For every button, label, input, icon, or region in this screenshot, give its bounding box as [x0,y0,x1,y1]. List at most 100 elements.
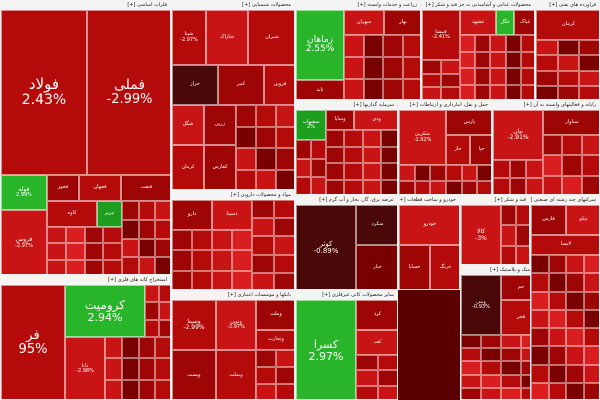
small-stock-tile[interactable] [155,219,170,239]
small-stock-tile[interactable] [583,382,599,399]
small-stock-tile[interactable] [252,254,274,273]
stock-tile[interactable]: کرد [356,300,397,330]
small-stock-tile[interactable] [566,291,584,310]
sector-lot12[interactable]: خودرو و ساخت قطعات [+] خودرو خساپا خرنگ [398,195,460,290]
small-stock-tile[interactable] [422,73,441,88]
small-stock-tile[interactable] [274,236,294,255]
small-stock-tile[interactable] [383,57,403,79]
sector-header[interactable]: سایر محصولات کانی غیرفلزی [+] [296,291,397,300]
small-stock-tile[interactable] [548,382,566,399]
sector-lot9[interactable]: سایر محصولات کانی غیرفلزی [+] کسرا 2.97% کر… [295,290,398,400]
small-stock-tile[interactable] [311,177,326,194]
small-stock-tile[interactable] [212,230,232,251]
stock-tile[interactable]: کفارس [204,145,236,189]
small-stock-tile[interactable] [566,382,584,399]
small-stock-tile[interactable] [212,250,232,271]
stock-tile[interactable]: وپست [172,350,216,399]
small-stock-tile[interactable] [274,218,294,237]
small-stock-tile[interactable] [256,148,276,170]
stock-tile[interactable]: نیان -2.91% [493,110,543,160]
small-stock-tile[interactable] [122,201,139,220]
small-stock-tile[interactable] [446,165,462,181]
small-stock-tile[interactable] [461,361,481,375]
small-stock-tile[interactable] [562,155,582,176]
stock-tile[interactable]: ودی [354,110,397,130]
small-stock-tile[interactable] [383,35,403,57]
stock-tile[interactable]: جپا [470,135,491,165]
stock-tile[interactable]: لابسا [531,235,599,255]
small-stock-tile[interactable] [296,177,311,194]
small-stock-tile[interactable] [460,51,476,68]
stock-tile[interactable]: سشهاب 2% [296,110,326,140]
sector-header[interactable]: مواد و محصولات دارویی [+] [172,191,294,200]
small-stock-tile[interactable] [103,259,122,274]
stock-tile[interactable]: وبملت [216,350,256,399]
stock-tile[interactable]: فنفت [121,175,170,201]
stock-tile[interactable]: حاز [446,135,470,165]
small-stock-tile[interactable] [192,250,212,271]
small-stock-tile[interactable] [252,218,274,237]
small-stock-tile[interactable] [475,68,491,85]
stock-tile[interactable]: سناوار [543,110,599,135]
small-stock-tile[interactable] [103,243,122,260]
small-stock-tile[interactable] [121,358,139,380]
small-stock-tile[interactable] [566,309,584,328]
small-stock-tile[interactable] [377,370,397,386]
small-stock-tile[interactable] [362,163,381,180]
small-stock-tile[interactable] [475,51,491,68]
small-stock-tile[interactable] [326,179,345,194]
small-stock-tile[interactable] [256,367,276,384]
sector-lot14[interactable]: فراورده های نفتی [+] کرمان [535,0,600,100]
stock-tile[interactable]: شیران [248,10,294,65]
small-stock-tile[interactable] [362,179,381,194]
small-stock-tile[interactable] [380,179,397,194]
small-stock-tile[interactable] [441,60,460,74]
small-stock-tile[interactable] [509,178,527,194]
sector-lot6[interactable]: زراعت و خدمات وابسته [+] زماهان 2.55% سهران… [295,0,421,100]
small-stock-tile[interactable] [121,337,139,359]
small-stock-tile[interactable] [172,270,192,289]
small-stock-tile[interactable] [477,165,491,181]
small-stock-tile[interactable] [566,346,584,365]
sector-header[interactable]: قند و شکر [+] [461,196,529,205]
stock-tile[interactable]: کسرا 2.97% [296,300,356,399]
stock-tile[interactable]: وبنی -0.93% [461,275,501,335]
small-stock-tile[interactable] [105,337,122,359]
small-stock-tile[interactable] [526,160,543,178]
small-stock-tile[interactable] [548,328,566,347]
stock-tile[interactable]: شکربن -2.92% [399,110,446,165]
small-stock-tile[interactable] [138,379,156,399]
small-stock-tile[interactable] [481,348,501,362]
small-stock-tile[interactable] [501,387,521,399]
small-stock-tile[interactable] [566,273,584,292]
small-stock-tile[interactable] [505,68,521,85]
small-stock-tile[interactable] [531,328,549,347]
small-stock-tile[interactable] [383,79,403,99]
small-stock-tile[interactable] [501,245,516,264]
stock-tile[interactable]: فولاد 2.43% [1,10,87,175]
small-stock-tile[interactable] [557,70,580,86]
small-stock-tile[interactable] [47,259,66,274]
stock-tile[interactable]: فجهان [79,175,121,201]
small-stock-tile[interactable] [505,35,521,52]
small-stock-tile[interactable] [548,273,566,292]
stock-tile[interactable]: فملی -2.99% [87,10,170,175]
small-stock-tile[interactable] [583,328,599,347]
stock-tile[interactable]: خرنگ [430,245,459,289]
small-stock-tile[interactable] [326,130,345,147]
small-stock-tile[interactable] [543,135,563,156]
small-stock-tile[interactable] [236,126,256,148]
sector-header[interactable]: لاستیک و پلاستیک [+] [461,266,539,275]
sector-header[interactable]: بانکها و موسسات اعتباری [+] [172,291,294,300]
small-stock-tile[interactable] [461,180,478,194]
small-stock-tile[interactable] [501,225,516,246]
sector-header[interactable]: فلزات اساسی [+] [1,1,170,10]
small-stock-tile[interactable] [380,163,397,180]
small-stock-tile[interactable] [155,201,170,220]
small-stock-tile[interactable] [461,348,481,362]
small-stock-tile[interactable] [481,361,501,375]
stock-tile[interactable]: کرومیت 2.94% [65,285,145,337]
small-stock-tile[interactable] [172,230,192,251]
small-stock-tile[interactable] [477,180,491,194]
stock-tile[interactable]: فخوز [47,175,79,201]
